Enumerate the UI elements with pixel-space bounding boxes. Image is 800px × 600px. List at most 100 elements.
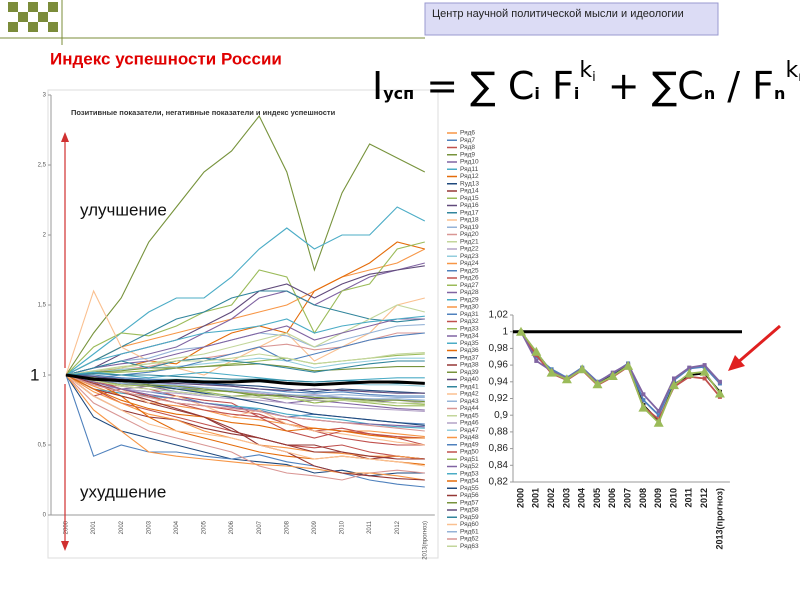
marker	[717, 379, 722, 384]
x-tick-label: 2003	[561, 488, 571, 508]
y-tick-label: 1,02	[489, 310, 509, 321]
series-line	[65, 374, 425, 398]
marker	[577, 364, 588, 374]
legend-label: Ряд55	[460, 485, 479, 492]
annotation-one: 1	[30, 365, 39, 384]
legend-label: Ряд40	[460, 376, 479, 383]
y-tick-label: 0,86	[489, 443, 509, 454]
formula: Iусп = ∑ Ci Fiki + ∑Cn / Fnkn	[372, 58, 800, 108]
legend-label: Ряд22	[460, 246, 479, 253]
marker	[641, 398, 646, 403]
formula-part: k	[579, 58, 593, 83]
corner-decoration	[0, 0, 425, 45]
x-tick-label: 2005	[202, 520, 208, 534]
legend-label: Ряд7	[460, 137, 475, 144]
legend-label: Ряд19	[460, 224, 479, 231]
x-tick-label: 2012	[395, 520, 401, 534]
legend-label: Ряд16	[460, 202, 479, 209]
legend-label: Ряд62	[460, 536, 479, 543]
slide-title: Индекс успешности России	[50, 49, 282, 68]
inset-chart-frame	[480, 298, 748, 572]
x-tick-label: 2000	[515, 488, 525, 508]
y-tick-label: 2,5	[38, 163, 47, 169]
legend-label: Ряд38	[460, 362, 479, 369]
marker	[653, 417, 664, 427]
series-line	[65, 357, 425, 376]
legend-label: Ряд29	[460, 296, 479, 303]
x-tick-label: 2013(прогноз)	[714, 488, 724, 549]
y-tick-label: 0	[43, 513, 47, 519]
y-tick-label: 0,98	[489, 343, 509, 354]
x-tick-label: 2011	[367, 520, 373, 534]
series-line	[65, 363, 425, 376]
marker	[656, 413, 661, 418]
legend-label: Ряд35	[460, 340, 479, 347]
x-tick-label: 2008	[284, 520, 290, 534]
legend-label: Ряд23	[460, 253, 479, 260]
x-tick-label: 2001	[531, 488, 541, 508]
marker	[638, 402, 649, 412]
marker	[531, 346, 542, 356]
y-tick-label: 0,92	[489, 393, 509, 404]
x-tick-label: 2007	[622, 488, 632, 508]
legend-label: Ряд49	[460, 441, 479, 448]
series-line	[65, 374, 425, 488]
marker	[546, 367, 557, 377]
marker	[607, 370, 618, 380]
legend-label: Ряд34	[460, 333, 479, 340]
y-tick-label: 0,82	[489, 477, 509, 488]
x-tick-label: 2009	[312, 520, 318, 534]
series-line	[65, 315, 425, 376]
main-chart: Позитивные показатели, негативные показа…	[38, 93, 480, 560]
marker	[687, 365, 692, 370]
annotation-down: ухудшение	[80, 482, 166, 501]
marker	[623, 360, 634, 370]
x-tick-label: 2002	[546, 488, 556, 508]
y-tick-label: 0,94	[489, 376, 509, 387]
series-line	[65, 114, 426, 376]
formula-part: k	[785, 58, 799, 83]
x-tick-label: 2012	[699, 488, 709, 508]
marker	[699, 366, 710, 376]
y-tick-label: 0,5	[38, 443, 47, 449]
marker	[669, 380, 679, 390]
legend-label: Ряд24	[460, 260, 479, 267]
x-tick-label: 2006	[229, 520, 235, 534]
series-line	[520, 331, 721, 413]
x-tick-label: 2008	[638, 488, 648, 508]
marker	[561, 374, 572, 384]
legend-label: Ряд52	[460, 463, 479, 470]
series-line	[65, 206, 426, 376]
series-line	[65, 374, 425, 428]
legend-label: Ряд46	[460, 420, 479, 427]
series-line	[65, 248, 426, 376]
x-tick-label: 2003	[146, 520, 152, 534]
marker	[672, 376, 676, 381]
series-line	[65, 374, 425, 460]
legend-label: Ряд56	[460, 492, 479, 499]
marker	[702, 376, 707, 381]
legend-label: Ряд11	[460, 166, 479, 173]
legend-label: Ряд6	[460, 130, 475, 137]
x-tick-label: 2004	[174, 520, 180, 534]
series-line	[65, 374, 425, 439]
legend-label: Ряд30	[460, 304, 479, 311]
marker	[684, 368, 695, 378]
legend-label: Ряд51	[460, 456, 479, 463]
series-line	[65, 352, 425, 376]
series-line	[65, 374, 425, 404]
legend-label: Ряд12	[460, 173, 479, 180]
inset-chart: 0,82 0,84 0,86 0,88 0,9 0,92 0,94 0,96 0,98 1 1,02…	[489, 310, 742, 549]
y-tick-label: 2	[43, 233, 47, 239]
formula-part: n	[774, 84, 786, 103]
formula-part: n	[703, 84, 716, 103]
x-tick-label: 2004	[577, 488, 587, 508]
series-line	[65, 262, 425, 376]
legend-label: Ряд21	[460, 238, 479, 245]
annotation-up: улучшение	[80, 200, 167, 219]
formula-part: i	[592, 70, 596, 85]
chart-title: Позитивные показатели, негативные показа…	[71, 108, 336, 117]
series-line	[65, 289, 425, 376]
legend-label: Ряд10	[460, 159, 479, 166]
